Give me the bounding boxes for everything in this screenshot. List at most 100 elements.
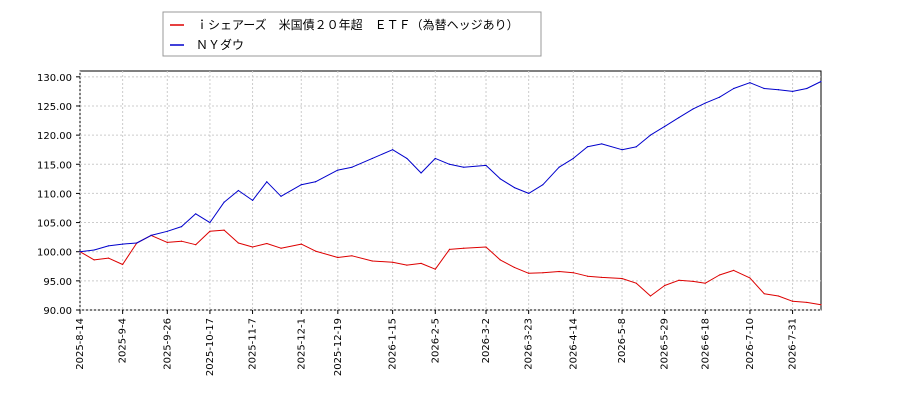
data-point — [406, 264, 408, 266]
data-point — [649, 295, 652, 297]
data-point — [337, 256, 339, 259]
data-point — [122, 263, 124, 266]
data-point — [763, 293, 765, 295]
data-point — [392, 149, 394, 151]
x-tick-label: 2026-5-8 — [617, 318, 628, 363]
data-point — [763, 87, 765, 90]
data-point — [463, 247, 465, 249]
x-tick-label: 2026-3-23 — [524, 318, 535, 370]
data-point — [166, 241, 168, 243]
data-point — [704, 282, 706, 284]
y-axis: 90.00 95.00 100.00 105.00 110.00 115.00 120.00… — [37, 73, 80, 317]
data-point — [542, 184, 544, 186]
plot-area — [79, 70, 822, 311]
data-point — [93, 259, 95, 261]
y-tick-label: 90.00 — [43, 306, 72, 317]
data-point — [180, 226, 183, 228]
data-point — [371, 157, 373, 160]
data-point — [572, 157, 574, 160]
data-point — [371, 260, 373, 262]
y-tick-label: 115.00 — [37, 160, 72, 171]
data-point — [601, 143, 603, 145]
legend-label-0: ｉシェアーズ 米国債２０年超 ＥＴＦ（為替ヘッジあり） — [196, 17, 519, 32]
y-tick-label: 120.00 — [37, 131, 72, 142]
data-point — [448, 248, 451, 250]
data-point — [664, 125, 666, 127]
data-point — [251, 199, 254, 202]
data-point — [718, 274, 721, 276]
data-point — [314, 250, 317, 252]
x-tick-label: 2025-11-7 — [248, 318, 259, 370]
data-point — [678, 117, 680, 119]
data-point — [664, 284, 666, 287]
data-point — [692, 108, 694, 110]
data-point — [692, 280, 694, 283]
data-point — [237, 189, 239, 192]
data-point — [749, 277, 751, 279]
data-point — [406, 157, 408, 160]
data-point — [107, 245, 110, 247]
data-point — [122, 243, 124, 245]
legend-label-1: ＮＹダウ — [196, 37, 244, 52]
data-point — [280, 195, 282, 197]
data-point — [209, 230, 211, 232]
data-point — [251, 246, 254, 248]
x-tick-label: 2026-6-18 — [700, 318, 711, 370]
data-point — [485, 164, 487, 167]
data-point — [704, 102, 706, 104]
x-tick-label: 2026-2-5 — [430, 318, 441, 363]
data-point — [136, 242, 138, 244]
data-point — [180, 240, 183, 242]
legend: ｉシェアーズ 米国債２０年超 ＥＴＦ（為替ヘッジあり） ＮＹダウ — [162, 11, 542, 57]
data-point — [420, 262, 422, 264]
data-point — [586, 275, 589, 277]
data-point — [749, 82, 751, 84]
grid — [79, 71, 821, 311]
data-point — [791, 90, 794, 93]
data-point — [649, 134, 652, 136]
data-point — [820, 304, 822, 306]
data-point — [195, 244, 197, 246]
data-point — [528, 272, 530, 274]
data-point — [93, 249, 95, 251]
x-axis: 2025-8-14 2025-9-4 2025-9-26 2025-10-17 2025… — [75, 310, 799, 376]
data-point — [635, 146, 637, 148]
x-tick-label: 2025-9-4 — [118, 318, 129, 363]
data-point — [558, 270, 560, 273]
data-point — [777, 89, 779, 91]
x-tick-label: 2026-5-29 — [660, 318, 671, 370]
series-group — [79, 80, 822, 306]
data-point — [463, 166, 465, 168]
x-tick-label: 2026-7-10 — [745, 318, 756, 370]
data-point — [791, 300, 794, 302]
x-tick-label: 2025-9-26 — [162, 318, 173, 370]
data-point — [280, 247, 282, 249]
legend-box — [162, 11, 542, 57]
x-tick-label: 2026-7-31 — [788, 318, 799, 370]
x-tick-label: 2025-12-19 — [333, 318, 344, 376]
y-tick-label: 110.00 — [37, 189, 72, 200]
data-point — [434, 157, 436, 160]
data-point — [733, 87, 735, 90]
data-point — [195, 213, 197, 215]
data-point — [718, 96, 721, 98]
data-point — [223, 229, 225, 231]
x-tick-label: 2025-12-1 — [296, 318, 307, 370]
data-point — [79, 251, 81, 253]
y-tick-label: 95.00 — [43, 277, 72, 288]
data-point — [586, 146, 589, 148]
data-point — [107, 257, 110, 259]
x-tick-label: 2026-1-15 — [388, 318, 399, 370]
series-line-0 — [79, 229, 822, 306]
data-point — [166, 230, 168, 232]
data-point — [223, 201, 225, 203]
data-point — [485, 246, 487, 248]
data-point — [448, 163, 451, 165]
data-point — [513, 186, 516, 189]
x-tick-label: 2025-10-17 — [205, 318, 216, 376]
data-point — [314, 181, 317, 183]
data-point — [499, 259, 501, 261]
data-point — [392, 261, 394, 263]
data-point — [237, 242, 239, 244]
